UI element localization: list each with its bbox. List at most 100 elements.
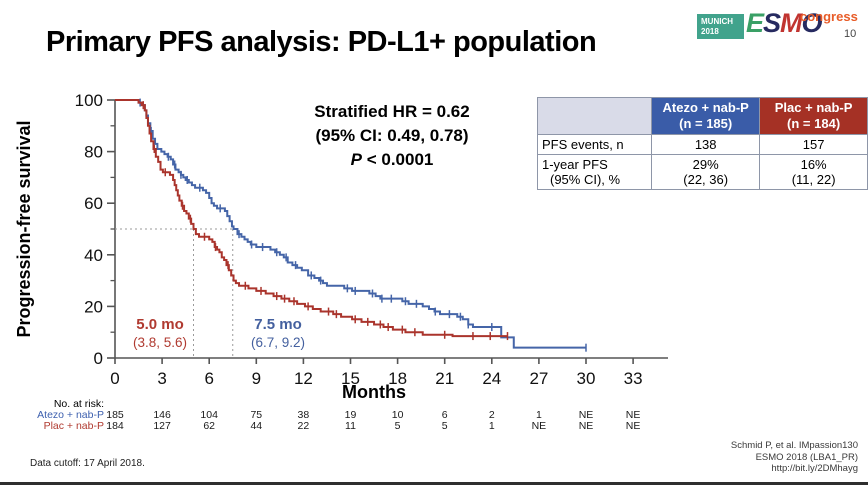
risk-value: 127 xyxy=(153,419,171,432)
venue-line2: 2018 xyxy=(701,27,719,36)
risk-value: 146 xyxy=(153,409,171,421)
y-tick-label: 60 xyxy=(84,194,103,213)
esmo-letter-e: E xyxy=(746,8,764,38)
esmo-letter-m: M xyxy=(780,8,802,38)
x-tick-label: 21 xyxy=(435,369,454,388)
esmo-wordmark: ESMO xyxy=(746,8,823,39)
header-plac-line2: (n = 184) xyxy=(787,116,841,131)
table-header-atezo: Atezo + nab-P (n = 185) xyxy=(651,97,761,135)
table-header-row: Atezo + nab-P (n = 185) Plac + nab-P (n … xyxy=(536,97,868,135)
row-label-1yr-pfs: 1-year PFS (95% CI), % xyxy=(536,154,653,190)
pfs-events-atezo: 138 xyxy=(651,134,761,155)
p-value-text: < 0.0001 xyxy=(361,150,434,169)
hr-line3: P < 0.0001 xyxy=(252,148,532,172)
x-tick-label: 6 xyxy=(204,369,213,388)
page-title: Primary PFS analysis: PD-L1+ population xyxy=(46,26,597,58)
x-tick-label: 15 xyxy=(341,369,360,388)
risk-row-label-atezo: Atezo + nab-P xyxy=(37,409,104,421)
table-row: 1-year PFS (95% CI), % 29% (22, 36) 16% … xyxy=(536,154,868,190)
table-row: PFS events, n 138 157 xyxy=(536,134,868,155)
header-plac-line1: Plac + nab-P xyxy=(774,100,853,115)
risk-table-title: No. at risk: xyxy=(53,398,104,410)
y-axis-title: Progression-free survival xyxy=(14,120,34,337)
risk-value: 22 xyxy=(297,419,310,432)
risk-value: 11 xyxy=(345,419,356,432)
x-tick-label: 3 xyxy=(157,369,166,388)
risk-value: 185 xyxy=(106,409,124,421)
row-label-1yr-line2: (95% CI), % xyxy=(550,172,621,187)
header-atezo-line1: Atezo + nab-P xyxy=(662,100,749,115)
risk-value: 19 xyxy=(344,409,357,421)
y-tick-label: 80 xyxy=(84,143,103,162)
row-label-pfs-events: PFS events, n xyxy=(536,134,653,155)
y-tick-label: 20 xyxy=(84,297,103,316)
risk-value: 184 xyxy=(106,419,124,432)
median-atezo-ci: (6.7, 9.2) xyxy=(250,335,306,350)
bottom-edge-bar xyxy=(0,482,868,485)
risk-value: NE xyxy=(625,419,641,432)
x-tick-label: 30 xyxy=(577,369,596,388)
esmo-congress-logo: MUNICH 2018 ESMO congress 10 xyxy=(694,8,864,48)
risk-value: 1 xyxy=(535,409,542,421)
risk-value: 62 xyxy=(203,419,216,432)
hazard-ratio-annotation: Stratified HR = 0.62 (95% CI: 0.49, 0.78… xyxy=(252,100,532,172)
risk-value: NE xyxy=(625,409,641,421)
risk-value: 38 xyxy=(297,409,310,421)
citation-line3: http://bit.ly/2DMhayg xyxy=(771,463,858,474)
table-header-plac: Plac + nab-P (n = 184) xyxy=(759,97,868,135)
median-plac-ci: (3.8, 5.6) xyxy=(132,335,188,350)
risk-value: 1 xyxy=(488,419,495,432)
header-atezo-line2: (n = 185) xyxy=(679,116,733,131)
x-tick-label: 9 xyxy=(252,369,261,388)
risk-value: 5 xyxy=(394,419,401,432)
risk-value: 10 xyxy=(391,409,404,421)
x-tick-label: 24 xyxy=(482,369,501,388)
risk-value: 104 xyxy=(200,409,218,421)
pfs-events-plac: 157 xyxy=(759,134,868,155)
congress-label: congress xyxy=(800,9,858,24)
risk-value: 75 xyxy=(250,409,263,421)
y-tick-label: 40 xyxy=(84,246,103,265)
median-atezo-value: 7.5 mo xyxy=(254,316,302,333)
1yr-atezo-ci: (22, 36) xyxy=(683,172,729,187)
risk-value: NE xyxy=(578,409,594,421)
risk-value: 5 xyxy=(441,419,448,432)
y-tick-label: 100 xyxy=(75,91,103,110)
x-tick-label: 27 xyxy=(529,369,548,388)
km-curve-plac xyxy=(115,99,508,338)
table-corner-cell xyxy=(536,97,653,135)
risk-value: NE xyxy=(578,419,594,432)
esmo-letter-s: S xyxy=(763,8,781,38)
km-curve-atezo xyxy=(115,99,586,349)
citation-line1: Schmid P, et al. IMpassion130 xyxy=(730,440,858,451)
esmo-letter-o: O xyxy=(801,8,823,38)
risk-value: NE xyxy=(531,419,547,432)
1yr-atezo-pct: 29% xyxy=(692,157,719,172)
row-label-1yr-line1: 1-year PFS xyxy=(542,157,608,172)
risk-value: 6 xyxy=(441,409,448,421)
data-cutoff-footnote: Data cutoff: 17 April 2018. xyxy=(30,458,145,469)
number-at-risk-table: No. at risk: Atezo + nab-P 185 146 104 75 38 1… xyxy=(0,399,868,439)
x-axis-title: Months xyxy=(342,382,406,402)
1yr-plac-pct: 16% xyxy=(800,157,827,172)
x-tick-label: 0 xyxy=(110,369,119,388)
risk-value: 2 xyxy=(488,409,495,421)
hr-line2: (95% CI: 0.49, 0.78) xyxy=(315,126,469,145)
munich-2018-badge: MUNICH 2018 xyxy=(697,14,744,39)
1yr-plac-ci: (11, 22) xyxy=(791,172,836,187)
p-value-symbol: P xyxy=(350,150,362,169)
median-annotation-plac: 5.0 mo (3.8, 5.6) xyxy=(120,316,200,352)
risk-row-label-plac: Plac + nab-P xyxy=(43,419,104,432)
x-tick-label: 18 xyxy=(388,369,407,388)
x-tick-label: 33 xyxy=(624,369,643,388)
1yr-pfs-atezo: 29% (22, 36) xyxy=(651,154,761,190)
median-annotation-atezo: 7.5 mo (6.7, 9.2) xyxy=(236,316,320,352)
y-tick-label: 0 xyxy=(94,349,103,368)
pfs-summary-table: Atezo + nab-P (n = 185) Plac + nab-P (n … xyxy=(536,97,868,190)
km-plot: 0 20 40 60 80 100 0 3 6 9 12 15 18 21 24 27 30 33 Months Pr… xyxy=(14,91,668,402)
hr-line1: Stratified HR = 0.62 xyxy=(314,102,470,121)
slide-page-number: 10 xyxy=(844,28,857,40)
x-tick-label: 12 xyxy=(294,369,313,388)
venue-line1: MUNICH xyxy=(701,17,733,26)
